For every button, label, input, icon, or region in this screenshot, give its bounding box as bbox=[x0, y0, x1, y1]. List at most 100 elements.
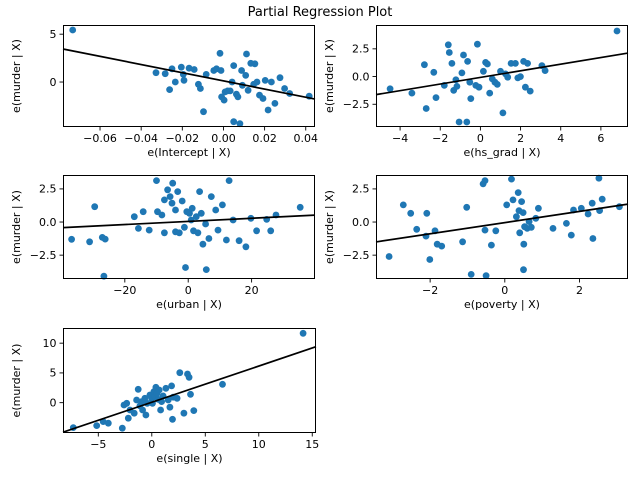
y-tick-label: 0.0 bbox=[39, 216, 57, 229]
scatter-point bbox=[541, 67, 549, 74]
scatter-point bbox=[158, 211, 166, 219]
scatter-point bbox=[93, 422, 101, 429]
scatter-point bbox=[226, 87, 234, 95]
scatter-point bbox=[466, 78, 474, 86]
scatter-point bbox=[118, 424, 126, 432]
scatter-point bbox=[124, 414, 132, 422]
scatter-point bbox=[212, 206, 220, 214]
scatter-point bbox=[168, 382, 175, 390]
scatter-point bbox=[219, 201, 226, 209]
scatter-point bbox=[281, 85, 288, 92]
scatter-point bbox=[169, 415, 176, 423]
y-axis-label: e(murder | X) bbox=[10, 190, 23, 264]
scatter-point bbox=[524, 60, 531, 67]
scatter-point bbox=[234, 93, 242, 101]
scatter-point bbox=[513, 213, 520, 221]
scatter-point bbox=[475, 83, 483, 91]
scatter-point bbox=[276, 74, 284, 82]
x-axis-label: e(hs_grad | X) bbox=[463, 146, 540, 159]
scatter-point bbox=[161, 196, 168, 204]
scatter-point bbox=[157, 406, 164, 414]
y-tick-label: 5 bbox=[50, 367, 57, 380]
y-tick-label: −2.5 bbox=[343, 249, 370, 262]
scatter-point bbox=[567, 231, 575, 239]
x-axis-label: e(single | X) bbox=[156, 452, 222, 465]
scatter-point bbox=[598, 195, 606, 203]
y-tick-label: 0.0 bbox=[352, 70, 370, 83]
scatter-point bbox=[423, 209, 431, 217]
scatter-point bbox=[408, 89, 416, 97]
scatter-point bbox=[271, 100, 279, 107]
x-tick-label: 5 bbox=[202, 438, 209, 451]
scatter-point bbox=[180, 76, 188, 84]
scatter-point bbox=[236, 120, 244, 128]
x-tick-label: 0 bbox=[501, 284, 508, 297]
scatter-point bbox=[481, 177, 489, 184]
scatter-point bbox=[168, 199, 176, 207]
scatter-point bbox=[187, 390, 194, 398]
scatter-point bbox=[130, 409, 138, 417]
scatter-point bbox=[261, 77, 269, 84]
y-tick-label: 2.5 bbox=[352, 183, 370, 196]
scatter-point bbox=[467, 271, 475, 278]
scatter-point bbox=[613, 27, 621, 35]
scatter-point bbox=[455, 118, 463, 126]
scatter-point bbox=[253, 78, 261, 86]
scatter-point bbox=[161, 70, 169, 78]
scatter-point bbox=[516, 229, 524, 237]
scatter-point bbox=[520, 240, 528, 248]
scatter-point bbox=[385, 253, 393, 260]
scatter-point bbox=[432, 94, 440, 101]
scatter-point bbox=[190, 66, 198, 73]
scatter-point bbox=[244, 86, 252, 94]
scatter-point bbox=[68, 235, 75, 243]
y-axis-label: e(murder | X) bbox=[10, 39, 23, 113]
scatter-point bbox=[166, 86, 173, 93]
scatter-point bbox=[563, 220, 570, 227]
x-tick-label: −2 bbox=[432, 132, 448, 145]
y-tick-label: 0.0 bbox=[352, 216, 370, 229]
scatter-point bbox=[130, 213, 138, 221]
subplot-hs-grad: −4 −2 0 2 4 6 −2.5 0.0 2.5 e(hs_grad | X) e(murder… bbox=[323, 25, 629, 159]
scatter-point bbox=[589, 235, 597, 242]
scatter-point bbox=[481, 226, 489, 234]
scatter-point bbox=[69, 26, 77, 34]
scatter-point bbox=[101, 235, 109, 243]
scatter-point bbox=[152, 69, 160, 77]
scatter-point bbox=[488, 241, 495, 249]
scatter-point bbox=[172, 206, 179, 214]
axes-frame bbox=[63, 175, 315, 279]
scatter-point bbox=[264, 106, 272, 114]
x-tick-label: 2 bbox=[576, 284, 583, 297]
x-tick-label: −2 bbox=[422, 284, 438, 297]
scatter-point bbox=[522, 83, 529, 91]
scatter-point bbox=[267, 227, 275, 235]
axes-intercept: −0.06 −0.04 −0.02 0.00 0.02 0.04 0 5 e(Intercept… bbox=[10, 25, 318, 159]
scatter-point bbox=[216, 49, 224, 57]
x-tick-label: −4 bbox=[392, 132, 408, 145]
scatter-point bbox=[196, 188, 204, 195]
scatter-point bbox=[503, 201, 511, 209]
axes-frame bbox=[376, 25, 628, 127]
x-tick-label: 15 bbox=[305, 438, 319, 451]
scatter-point bbox=[219, 380, 226, 388]
axes-frame bbox=[63, 25, 315, 127]
regression-line bbox=[375, 203, 629, 243]
scatter-point bbox=[181, 223, 188, 231]
x-tick-label: 10 bbox=[252, 438, 266, 451]
scatter-point bbox=[438, 242, 446, 250]
axes-single: −5 0 5 10 15 0 5 10 e(single | X) e(murder | X) bbox=[10, 328, 319, 465]
axes-poverty: −2 0 2 −2.5 0.0 2.5 e(poverty | X) e(murder | X… bbox=[323, 174, 629, 311]
scatter-point bbox=[182, 264, 189, 271]
axes-urban: −20 0 20 −2.5 0.0 2.5 e(urban | X) e(murder | X… bbox=[10, 175, 316, 311]
scatter-point bbox=[517, 73, 524, 80]
scatter-point bbox=[161, 229, 168, 237]
scatter-point bbox=[214, 226, 222, 234]
scatter-point bbox=[202, 71, 210, 78]
scatter-point bbox=[134, 385, 142, 393]
scatter-point bbox=[194, 229, 202, 237]
scatter-point bbox=[421, 61, 428, 69]
x-tick-label: 0 bbox=[477, 132, 484, 145]
scatter-point bbox=[178, 197, 186, 205]
